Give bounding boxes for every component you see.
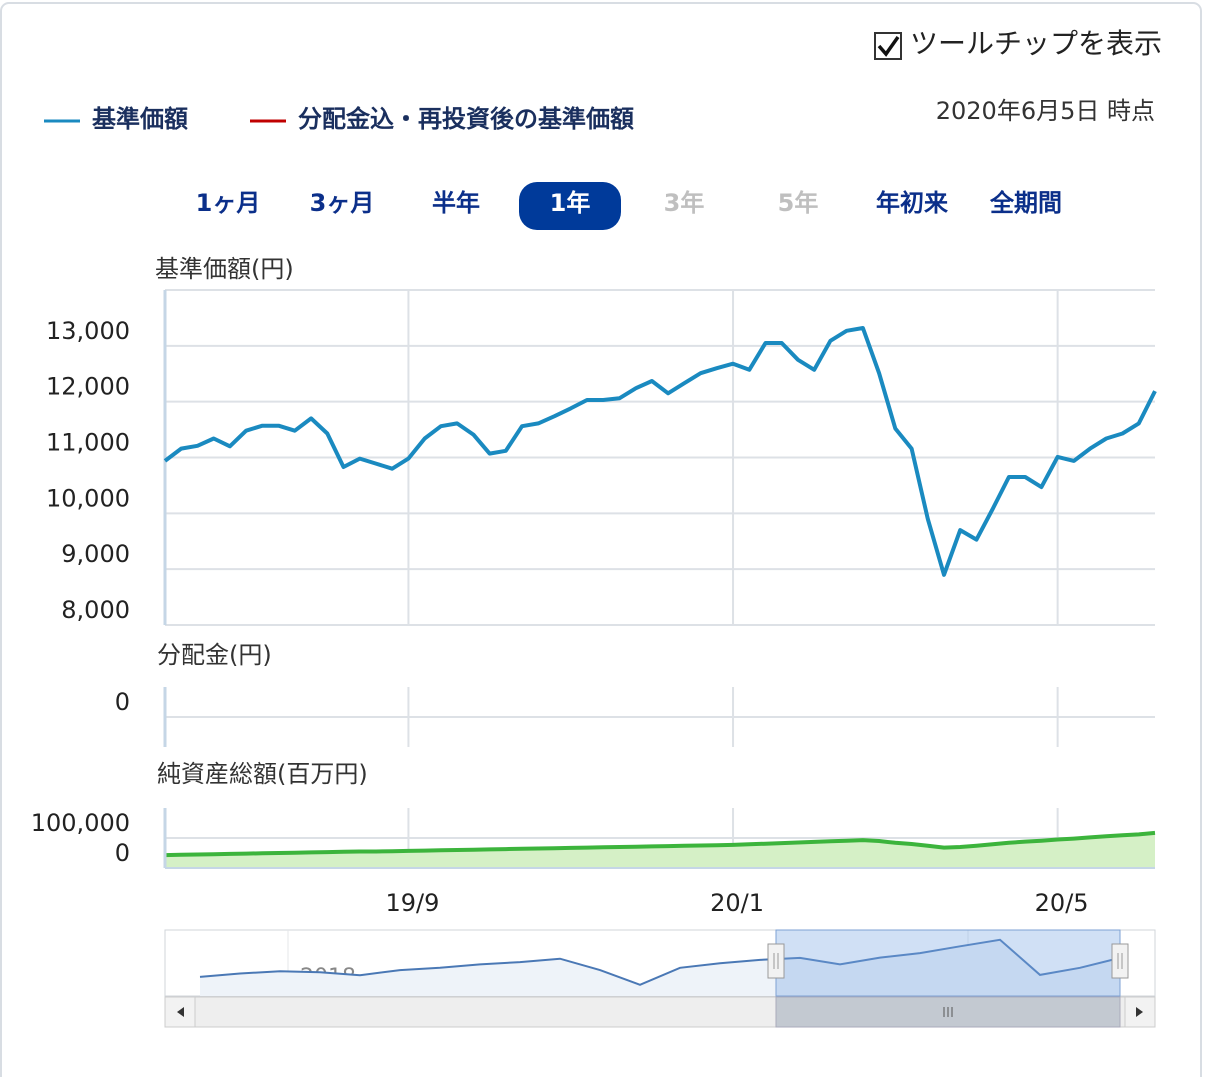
- y-tick-label: 13,000: [46, 317, 130, 345]
- y-tick-label: 10,000: [46, 484, 130, 512]
- range-button: 3年: [664, 189, 705, 217]
- axis-title: 分配金(円): [157, 641, 272, 669]
- navigator-line: [199, 938, 1121, 986]
- range-button[interactable]: 1ヶ月: [196, 189, 261, 217]
- navigator-handle[interactable]: [1111, 943, 1129, 979]
- navigator-selection[interactable]: [775, 929, 1121, 997]
- arrow-right: [1136, 1007, 1143, 1017]
- range-button-active[interactable]: [519, 182, 621, 230]
- legend-label[interactable]: 基準価額: [92, 105, 188, 133]
- area-fill: [165, 832, 1155, 868]
- tooltip-label[interactable]: ツールチップを表示: [910, 27, 1162, 60]
- arrow-left: [177, 1007, 184, 1017]
- y-tick-label: 11,000: [46, 429, 130, 457]
- navigator-handle[interactable]: [767, 943, 785, 979]
- range-button: 5年: [778, 189, 819, 217]
- as-of-date: 2020年6月5日 時点: [936, 97, 1155, 125]
- range-button[interactable]: 1年: [550, 189, 591, 217]
- axis-title: 純資産総額(百万円): [157, 760, 368, 788]
- price-line: [163, 326, 1157, 577]
- x-tick-label: 19/9: [385, 889, 439, 917]
- area-line: [164, 830, 1156, 858]
- range-button[interactable]: 全期間: [989, 189, 1062, 217]
- y-tick-label: 100,000: [31, 809, 130, 837]
- range-button[interactable]: 3ヶ月: [310, 189, 375, 217]
- y-tick-label: 9,000: [61, 540, 130, 568]
- range-button[interactable]: 年初来: [876, 189, 949, 217]
- legend-label[interactable]: 分配金込・再投資後の基準価額: [298, 105, 634, 133]
- y-tick-label: 8,000: [61, 596, 130, 624]
- x-tick-label: 20/5: [1035, 889, 1089, 917]
- navigator-area: [200, 939, 1120, 996]
- axis-title: 基準価額(円): [155, 255, 294, 283]
- range-button[interactable]: 半年: [432, 189, 480, 217]
- y-tick-label: 12,000: [46, 373, 130, 401]
- y-tick-label: 0: [115, 839, 130, 867]
- y-tick-label: 0: [115, 688, 130, 716]
- checkmark: [877, 35, 900, 57]
- x-tick-label: 20/1: [710, 889, 764, 917]
